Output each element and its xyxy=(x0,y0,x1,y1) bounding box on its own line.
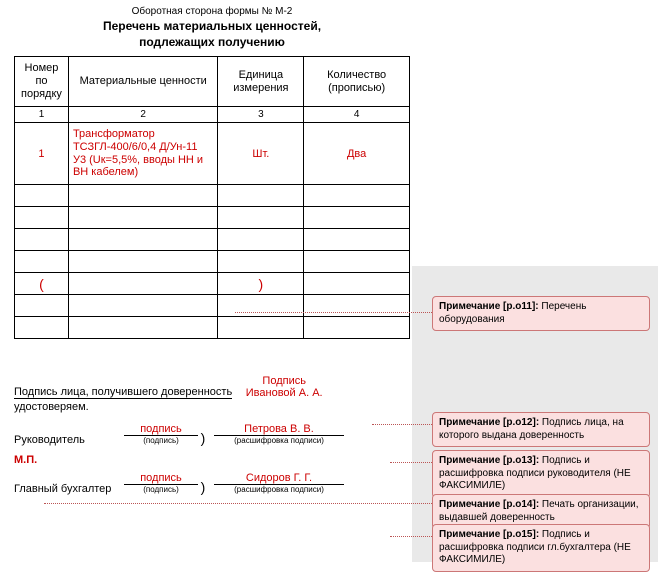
annotation-connector xyxy=(44,503,432,504)
cell-num: 1 xyxy=(15,123,69,185)
document-area: Оборотная сторона формы № М-2 Перечень м… xyxy=(0,0,410,495)
sig-confirm: удостоверяем. xyxy=(14,401,410,413)
table-row: 1 Трансформатор ТСЗГЛ-400/6/0,4 Д/Ун-11 … xyxy=(15,123,410,185)
colnum-2: 2 xyxy=(68,107,218,123)
cell-unit: Шт. xyxy=(218,123,304,185)
th-qty: Количество (прописью) xyxy=(304,57,410,107)
cell-desc: Трансформатор ТСЗГЛ-400/6/0,4 Д/Ун-11 У3… xyxy=(68,123,218,185)
colnum-4: 4 xyxy=(304,107,410,123)
annotation-connector xyxy=(235,312,432,313)
sig-recipient-label: Подпись лица, получившего доверенность xyxy=(14,386,232,399)
brace-icon: ) xyxy=(198,430,208,446)
form-note: Оборотная сторона формы № М-2 xyxy=(14,6,410,17)
table-row: ( ) xyxy=(15,273,410,295)
table-row xyxy=(15,185,410,207)
annotation-connector xyxy=(372,424,432,425)
values-table: Номер по порядку Материальные ценности Е… xyxy=(14,56,410,339)
table-row xyxy=(15,295,410,317)
annotation-connector xyxy=(390,536,432,537)
table-colnum-row: 1 2 3 4 xyxy=(15,107,410,123)
annotation-o12: Примечание [р.о12]: Подпись лица, на кот… xyxy=(432,412,650,447)
sig-recipient-bot: Ивановой А. А. xyxy=(234,387,334,399)
title: Перечень материальных ценностей, подлежа… xyxy=(14,19,410,50)
sig-recipient-top: Подпись xyxy=(234,375,334,387)
stamp-mp: М.П. xyxy=(14,454,410,466)
sig-gb-label: Главный бухгалтер xyxy=(14,483,124,495)
table-row xyxy=(15,251,410,273)
annotation-o15: Примечание [р.о15]: Подпись и расшифровк… xyxy=(432,524,650,572)
sig-recipient-value: Подпись Ивановой А. А. xyxy=(234,375,334,399)
sig-gb-sig: подпись (подпись) xyxy=(124,472,198,495)
title-l2: подлежащих получению xyxy=(139,35,285,49)
paren-right: ) xyxy=(218,273,304,295)
colnum-1: 1 xyxy=(15,107,69,123)
sig-recipient-row: Подпись лица, получившего доверенность П… xyxy=(14,375,410,399)
sig-ruk-sig: подпись (подпись) xyxy=(124,423,198,446)
sig-gb-row: Главный бухгалтер подпись (подпись) ) Си… xyxy=(14,472,410,495)
sig-ruk-label: Руководитель xyxy=(14,434,124,446)
annotation-o11: Примечание [р.о11]: Перечень оборудовани… xyxy=(432,296,650,331)
sig-gb-name: Сидоров Г. Г. (расшифровка подписи) xyxy=(214,472,344,495)
cell-qty: Два xyxy=(304,123,410,185)
table-header-row: Номер по порядку Материальные ценности Е… xyxy=(15,57,410,107)
th-unit: Единица измерения xyxy=(218,57,304,107)
title-l1: Перечень материальных ценностей, xyxy=(103,19,321,33)
sig-ruk-row: Руководитель подпись (подпись) ) Петрова… xyxy=(14,423,410,446)
table-row xyxy=(15,207,410,229)
paren-left: ( xyxy=(15,273,69,295)
annotation-o13: Примечание [р.о13]: Подпись и расшифровк… xyxy=(432,450,650,498)
colnum-3: 3 xyxy=(218,107,304,123)
table-row xyxy=(15,317,410,339)
sig-ruk-name: Петрова В. В. (расшифровка подписи) xyxy=(214,423,344,446)
th-num: Номер по порядку xyxy=(15,57,69,107)
signature-block: Подпись лица, получившего доверенность П… xyxy=(14,375,410,495)
th-desc: Материальные ценности xyxy=(68,57,218,107)
table-row xyxy=(15,229,410,251)
annotation-connector xyxy=(390,462,432,463)
brace-icon: ) xyxy=(198,479,208,495)
